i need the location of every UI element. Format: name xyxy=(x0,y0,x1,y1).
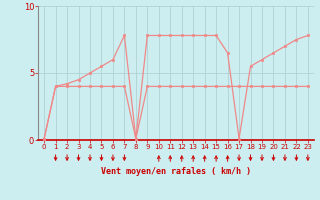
X-axis label: Vent moyen/en rafales ( km/h ): Vent moyen/en rafales ( km/h ) xyxy=(101,167,251,176)
